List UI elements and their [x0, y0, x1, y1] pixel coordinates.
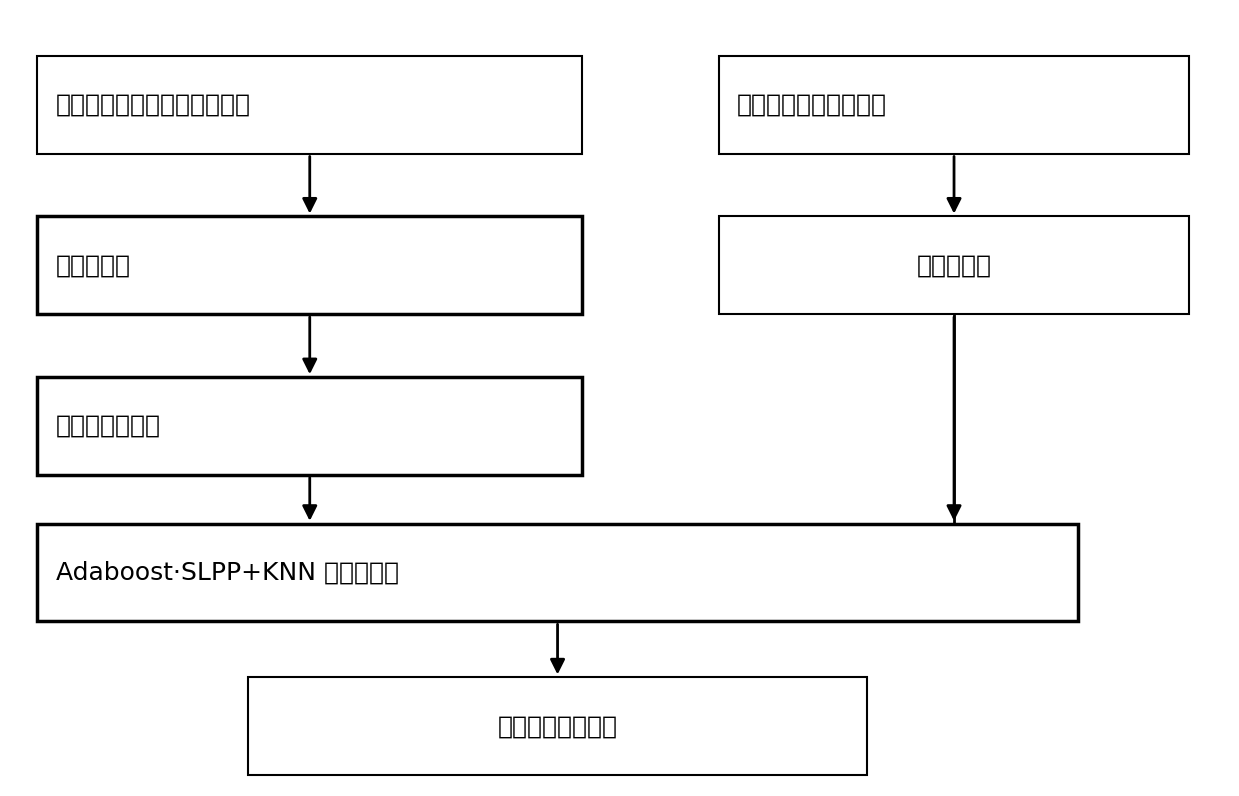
- FancyBboxPatch shape: [37, 217, 582, 314]
- FancyBboxPatch shape: [37, 524, 1078, 622]
- FancyBboxPatch shape: [37, 56, 582, 154]
- Text: Adaboost·SLPP+KNN 分类器建立: Adaboost·SLPP+KNN 分类器建立: [56, 560, 399, 584]
- Text: 高光谱采集: 高光谱采集: [56, 253, 131, 277]
- Text: 未知样本氮素鉴别: 未知样本氮素鉴别: [498, 714, 617, 738]
- Text: 光谱降噪预处理: 光谱降噪预处理: [56, 414, 161, 438]
- Text: 光谱预处理: 光谱预处理: [917, 253, 991, 277]
- FancyBboxPatch shape: [37, 377, 582, 474]
- Text: 未知氮素水平叶片样本: 未知氮素水平叶片样本: [737, 93, 887, 117]
- Text: 采集各类氮水平植物叶片样本: 采集各类氮水平植物叶片样本: [56, 93, 250, 117]
- FancyBboxPatch shape: [719, 217, 1189, 314]
- FancyBboxPatch shape: [248, 677, 867, 775]
- FancyBboxPatch shape: [719, 56, 1189, 154]
